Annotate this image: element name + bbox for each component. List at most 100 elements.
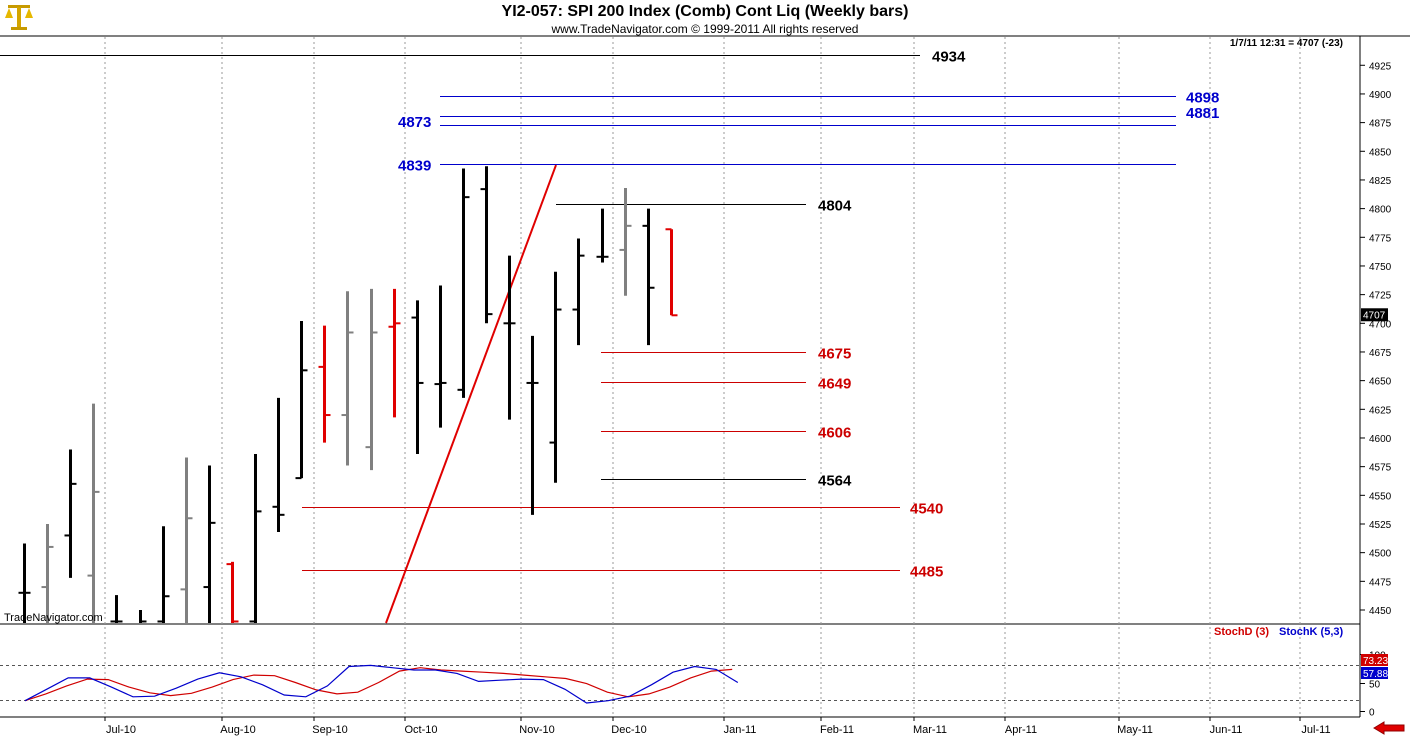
stochk-legend: StochK (5,3) [1279, 626, 1344, 638]
ohlc-bar [365, 288, 378, 471]
ohlc-bar [596, 208, 609, 263]
stoch-tick-label: 0 [1369, 708, 1375, 719]
level-label-4564: 4564 [818, 473, 852, 490]
x-tick-label: Aug-10 [220, 724, 255, 736]
y-tick-label: 4625 [1369, 405, 1392, 416]
y-tick-label: 4500 [1369, 549, 1392, 560]
x-tick-label: Feb-11 [820, 724, 854, 736]
ohlc-bar [411, 300, 424, 455]
y-tick-label: 4800 [1369, 205, 1392, 216]
left-arrow-icon[interactable] [1372, 721, 1406, 735]
x-tick-label: Mar-11 [913, 724, 947, 736]
ohlc-bars [18, 166, 678, 623]
level-label-4881: 4881 [1186, 105, 1219, 122]
x-tick-label: Jan-11 [724, 724, 757, 736]
ohlc-bar [249, 454, 262, 623]
vertical-gridlines [104, 37, 1301, 716]
level-label-4898: 4898 [1186, 90, 1219, 107]
y-tick-label: 4450 [1369, 606, 1392, 617]
y-tick-label: 4850 [1369, 147, 1392, 158]
stochd-value: 73.23 [1363, 656, 1388, 667]
y-tick-label: 4875 [1369, 119, 1392, 130]
x-tick-label: Apr-11 [1005, 724, 1037, 736]
x-tick-label: Nov-10 [519, 724, 554, 736]
level-label-4675: 4675 [818, 346, 851, 363]
y-tick-label: 4525 [1369, 520, 1392, 531]
ohlc-bar [480, 166, 493, 324]
chart-title: YI2-057: SPI 200 Index (Comb) Cont Liq (… [501, 3, 909, 20]
y-tick-label: 4900 [1369, 90, 1392, 101]
ohlc-bar [642, 208, 655, 346]
last-price-tag [1361, 308, 1388, 322]
y-tick-label: 4650 [1369, 377, 1392, 388]
stochk-value: 57.88 [1363, 669, 1388, 680]
ohlc-bar [180, 457, 193, 623]
quote-text: 1/7/11 12:31 = 4707 (-23) [1230, 38, 1343, 49]
level-label-4485: 4485 [910, 564, 943, 581]
ohlc-bar [549, 271, 562, 483]
stochd-legend: StochD (3) [1214, 626, 1269, 638]
stochd-line [24, 667, 733, 702]
ohlc-bar [157, 526, 170, 623]
y-tick-label: 4575 [1369, 463, 1392, 474]
ohlc-bar [457, 168, 470, 398]
x-tick-label: Jul-10 [106, 724, 136, 736]
level-label-4934: 4934 [932, 49, 966, 66]
x-tick-label: May-11 [1117, 724, 1153, 736]
ohlc-bar [18, 543, 31, 623]
level-label-4606: 4606 [818, 425, 851, 442]
ohlc-bar [619, 187, 632, 296]
ohlc-bar [295, 321, 308, 480]
level-label-4839: 4839 [398, 158, 431, 175]
ohlc-bar [341, 291, 354, 466]
ohlc-bar [64, 449, 77, 578]
ohlc-bar [226, 561, 239, 623]
ohlc-bar [434, 285, 447, 428]
stochk-value-tag [1361, 667, 1388, 679]
ohlc-bar [526, 335, 539, 515]
x-axis-ticks: Jul-10 Aug-10 Sep-10 Oct-10 Nov-10 Dec-10 Jan-… [104, 717, 1331, 736]
y-tick-label: 4750 [1369, 262, 1392, 273]
y-tick-label: 4675 [1369, 348, 1392, 359]
ohlc-bar [139, 610, 147, 623]
level-label-4873: 4873 [398, 114, 431, 131]
ohlc-bar [665, 228, 678, 317]
stochd-value-tag [1361, 654, 1388, 666]
ohlc-bar [388, 288, 401, 418]
x-tick-label: Jul-11 [1301, 724, 1330, 736]
stoch-tick-label: 50 [1369, 680, 1381, 691]
y-tick-label: 4775 [1369, 233, 1392, 244]
last-price-label: 4707 [1363, 310, 1386, 321]
copyright-text: www.TradeNavigator.com © 1999-2011 All r… [551, 22, 859, 36]
scale-logo-icon [4, 2, 34, 32]
y-tick-label: 4925 [1369, 61, 1392, 72]
y-tick-label: 4550 [1369, 491, 1392, 502]
ohlc-bar [272, 397, 285, 533]
x-tick-label: Dec-10 [611, 724, 646, 736]
y-tick-label: 4825 [1369, 176, 1392, 187]
ohlc-bar [110, 595, 123, 623]
ohlc-bar [87, 403, 100, 623]
ohlc-bar [41, 523, 54, 623]
level-label-4649: 4649 [818, 376, 851, 393]
trendline [385, 164, 557, 624]
level-label-4540: 4540 [910, 501, 943, 518]
ohlc-bar [203, 465, 216, 623]
x-tick-label: Oct-10 [404, 724, 437, 736]
y-tick-label: 4600 [1369, 434, 1392, 445]
level-label-4804: 4804 [818, 198, 852, 215]
ohlc-bar [572, 238, 585, 346]
ohlc-bar [503, 255, 516, 420]
watermark-text: TradeNavigator.com [4, 612, 103, 624]
y-tick-label: 4475 [1369, 577, 1392, 588]
x-tick-label: Jun-11 [1210, 724, 1243, 736]
stochk-line [24, 664, 739, 704]
y-tick-label: 4725 [1369, 291, 1392, 302]
ohlc-bar [318, 325, 331, 443]
x-tick-label: Sep-10 [312, 724, 347, 736]
y-tick-label: 4700 [1369, 319, 1392, 330]
y-axis-ticks: 4450 4475 4500 4525 4550 4575 4600 4625 4650 4675… [1360, 61, 1392, 617]
